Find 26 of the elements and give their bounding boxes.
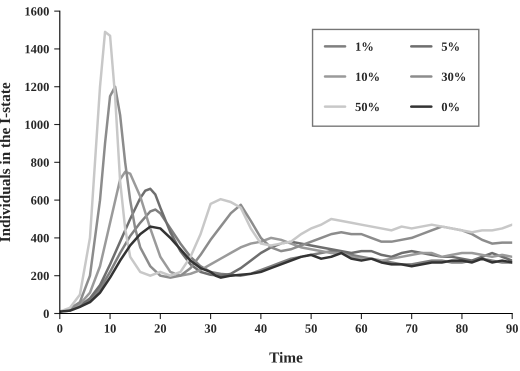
- x-tick-label: 20: [154, 324, 166, 333]
- x-tick-label: 60: [356, 324, 368, 333]
- x-tick-label: 30: [204, 324, 216, 333]
- x-tick-label: 90: [506, 324, 518, 333]
- legend-label: 50%: [356, 102, 379, 112]
- legend-label: 10%: [356, 72, 379, 82]
- x-tick-label: 70: [406, 324, 418, 333]
- legend-label: 30%: [442, 72, 466, 82]
- x-tick-label: 80: [456, 324, 468, 333]
- x-axis-title: Time: [269, 352, 302, 363]
- y-tick-label: 400: [30, 234, 49, 242]
- y-tick-label: 1600: [25, 7, 49, 16]
- y-tick-label: 1400: [25, 44, 49, 54]
- legend-label: 0%: [442, 102, 459, 112]
- x-tick-label: 0: [57, 324, 62, 333]
- legend-label: 1%: [356, 42, 373, 51]
- y-tick-label: 600: [31, 196, 49, 205]
- y-tick-label: 200: [31, 272, 49, 280]
- y-tick-label: 800: [31, 158, 49, 167]
- x-tick-label: 10: [104, 324, 116, 333]
- y-tick-label: 1000: [25, 120, 49, 129]
- x-tick-label: 50: [305, 324, 317, 333]
- y-tick-label: 1200: [25, 82, 49, 92]
- x-tick-label: 40: [254, 324, 267, 333]
- y-tick-label: 0: [44, 310, 49, 318]
- legend-label: 5%: [442, 42, 459, 51]
